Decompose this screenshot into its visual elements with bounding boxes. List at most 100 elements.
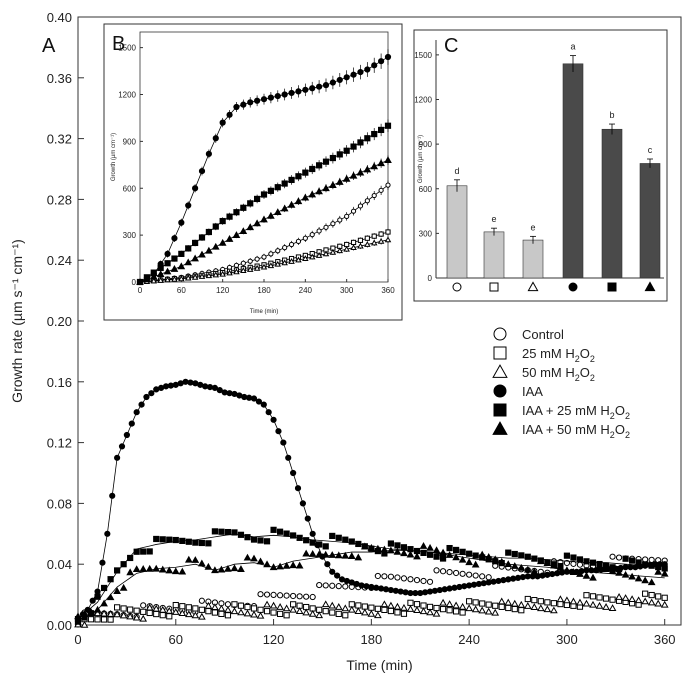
data-point bbox=[323, 224, 329, 230]
data-point bbox=[371, 62, 378, 69]
data-point bbox=[621, 570, 630, 578]
data-point bbox=[127, 606, 134, 613]
data-point bbox=[400, 549, 408, 557]
data-point bbox=[146, 609, 153, 617]
data-point bbox=[275, 248, 281, 254]
data-point bbox=[177, 262, 186, 270]
data-point bbox=[518, 552, 525, 559]
data-point bbox=[446, 569, 453, 576]
data-point bbox=[302, 608, 311, 616]
data-point bbox=[87, 607, 95, 615]
data-point bbox=[377, 237, 385, 244]
data-point bbox=[294, 197, 303, 205]
data-point bbox=[127, 554, 134, 562]
data-point bbox=[315, 550, 324, 558]
data-point bbox=[472, 572, 479, 579]
legend-label-main: IAA + 50 mM H bbox=[522, 422, 610, 437]
data-point bbox=[171, 567, 180, 575]
data-point bbox=[655, 593, 662, 600]
data-point bbox=[329, 568, 336, 575]
data-point bbox=[246, 266, 254, 272]
data-point bbox=[459, 548, 466, 555]
data-point bbox=[191, 556, 200, 563]
data-point bbox=[163, 267, 172, 275]
data-point bbox=[539, 572, 546, 579]
data-point bbox=[394, 574, 401, 581]
legend-label-sub: 2 bbox=[610, 430, 615, 440]
data-point bbox=[270, 416, 277, 423]
data-point bbox=[536, 604, 545, 612]
data-point bbox=[217, 604, 226, 612]
bar bbox=[446, 185, 468, 279]
data-point bbox=[329, 79, 336, 86]
data-point bbox=[171, 255, 178, 262]
data-point bbox=[316, 228, 322, 234]
data-point bbox=[371, 130, 378, 138]
data-point bbox=[523, 565, 532, 573]
data-point bbox=[364, 66, 371, 73]
data-point bbox=[436, 586, 443, 594]
data-point bbox=[132, 613, 141, 621]
data-point bbox=[569, 597, 578, 605]
data-point bbox=[413, 601, 421, 608]
data-point bbox=[218, 610, 225, 618]
data-point bbox=[156, 270, 165, 278]
data-point bbox=[531, 555, 538, 562]
series-0 bbox=[74, 553, 668, 628]
data-point bbox=[192, 539, 199, 546]
bar bbox=[562, 63, 584, 279]
data-point bbox=[357, 69, 364, 76]
y-tick-label: 0.36 bbox=[47, 71, 72, 86]
data-point bbox=[582, 599, 591, 607]
data-point bbox=[329, 248, 337, 255]
legend-label-sub: 2 bbox=[590, 373, 595, 383]
data-point bbox=[381, 573, 388, 580]
data-point bbox=[400, 544, 408, 551]
data-point bbox=[439, 606, 447, 613]
data-point bbox=[254, 256, 260, 262]
data-point bbox=[378, 126, 385, 134]
data-point bbox=[202, 383, 209, 390]
panel-label-a: A bbox=[42, 35, 56, 57]
data-point bbox=[419, 542, 428, 549]
data-point bbox=[576, 561, 584, 568]
data-point bbox=[120, 605, 127, 612]
data-point bbox=[350, 71, 357, 78]
data-point bbox=[451, 584, 458, 591]
data-point bbox=[205, 272, 213, 279]
data-point bbox=[342, 583, 349, 590]
significance-letter: e bbox=[491, 214, 496, 224]
data-point bbox=[289, 605, 297, 613]
data-point bbox=[544, 599, 551, 606]
data-point bbox=[497, 557, 506, 565]
data-point bbox=[356, 168, 365, 176]
data-point bbox=[491, 608, 500, 616]
data-point bbox=[441, 586, 448, 593]
data-point bbox=[231, 529, 238, 536]
data-point bbox=[660, 600, 669, 608]
data-point bbox=[146, 548, 153, 555]
data-point bbox=[240, 267, 247, 274]
data-point bbox=[602, 603, 610, 610]
data-point bbox=[276, 562, 284, 570]
data-point bbox=[361, 603, 368, 610]
y-tick-label: 0.16 bbox=[47, 375, 72, 390]
data-point bbox=[380, 545, 389, 553]
data-point bbox=[511, 550, 518, 558]
data-point bbox=[250, 554, 258, 562]
data-point bbox=[343, 147, 350, 154]
data-point bbox=[295, 607, 304, 615]
data-point bbox=[609, 553, 616, 560]
data-point bbox=[303, 593, 310, 600]
legend-label-sub: 2 bbox=[610, 411, 615, 421]
data-point bbox=[385, 182, 391, 188]
data-point bbox=[282, 561, 291, 569]
legend-label-tail: O bbox=[615, 422, 625, 437]
y-tick-label: 0.08 bbox=[47, 496, 72, 511]
data-point bbox=[452, 608, 460, 615]
data-point bbox=[100, 616, 108, 623]
data-point bbox=[374, 605, 381, 612]
data-point bbox=[381, 606, 388, 614]
data-point bbox=[247, 99, 254, 106]
data-point bbox=[485, 601, 492, 608]
